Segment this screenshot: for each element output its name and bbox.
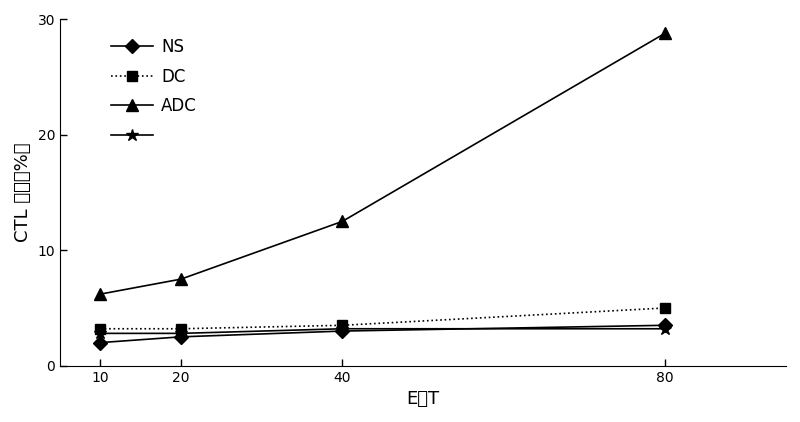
NS <box>660 323 670 328</box>
Y-axis label: CTL 活性（%）: CTL 活性（%） <box>14 143 32 242</box>
Line: DC: DC <box>95 303 670 334</box>
Legend: NS, DC, ADC, : NS, DC, ADC, <box>105 31 204 151</box>
ADC <box>176 276 186 281</box>
DC <box>95 326 105 331</box>
ADC <box>95 292 105 297</box>
ADC <box>660 31 670 36</box>
NS <box>95 340 105 345</box>
NS <box>338 329 347 334</box>
NS <box>176 334 186 339</box>
DC <box>176 326 186 331</box>
DC <box>338 323 347 328</box>
X-axis label: E：T: E：T <box>406 390 439 408</box>
Line: ADC: ADC <box>94 28 670 300</box>
DC <box>660 306 670 311</box>
ADC <box>338 219 347 224</box>
Line: NS: NS <box>95 320 670 347</box>
